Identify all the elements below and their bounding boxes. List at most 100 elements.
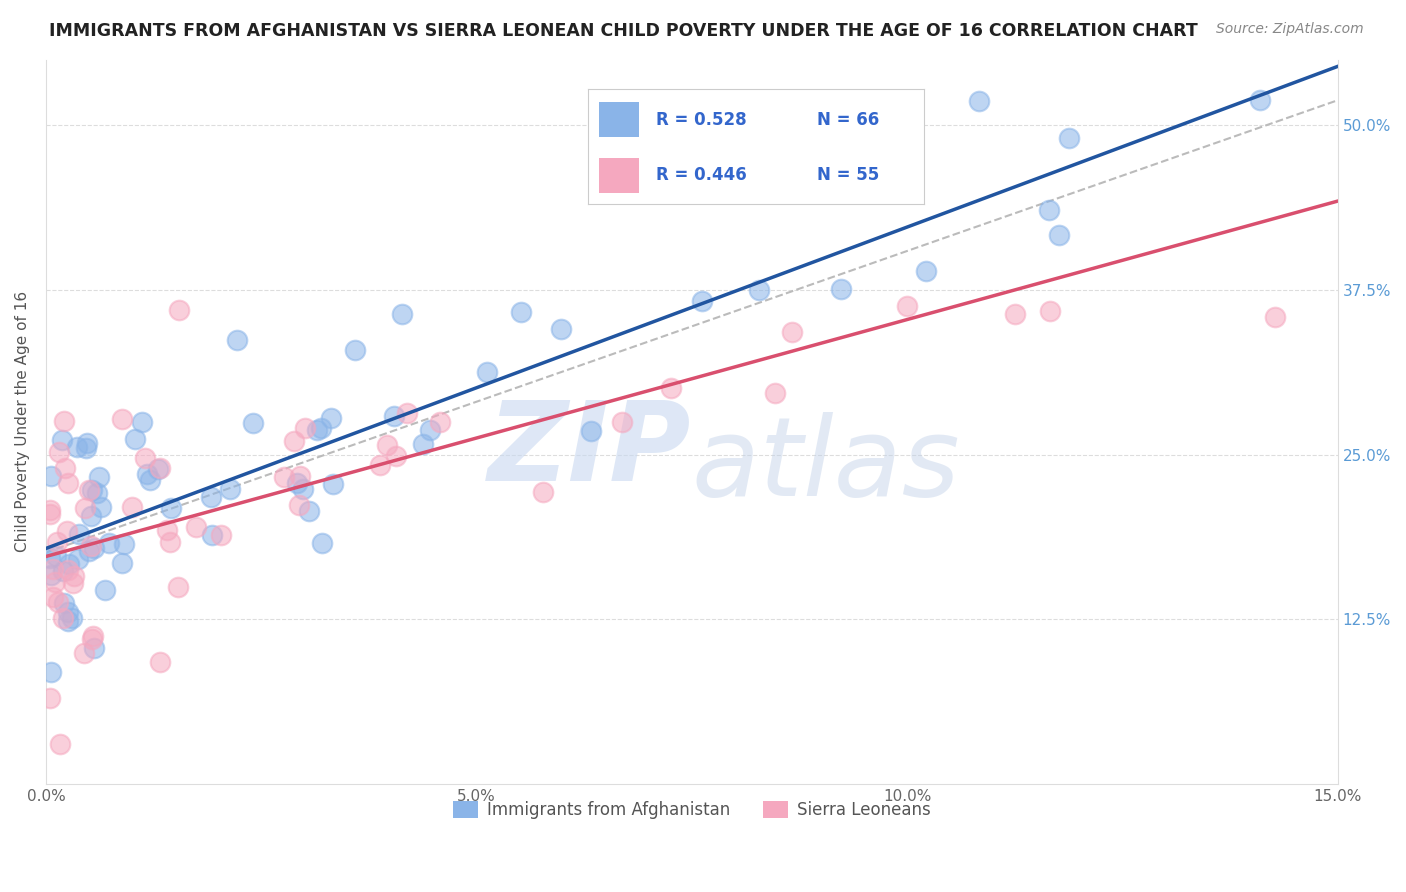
Point <box>73 647 96 661</box>
Point <box>830 282 852 296</box>
Point <box>56 475 79 490</box>
Point <box>79 508 101 523</box>
Point <box>368 458 391 473</box>
Point <box>55 460 77 475</box>
Point <box>80 540 103 554</box>
Point <box>1038 202 1060 217</box>
Point <box>429 416 451 430</box>
Point <box>287 498 309 512</box>
Point <box>79 544 101 558</box>
Point <box>112 536 135 550</box>
Point <box>46 534 69 549</box>
Point <box>226 334 249 348</box>
Point <box>39 507 62 521</box>
Point <box>60 611 83 625</box>
Point <box>98 535 121 549</box>
Point <box>89 470 111 484</box>
Point <box>48 445 70 459</box>
Point <box>477 366 499 380</box>
Point <box>1004 307 1026 321</box>
Point <box>915 264 938 278</box>
Point <box>291 482 314 496</box>
Point <box>156 523 179 537</box>
Point <box>134 450 156 465</box>
Point <box>56 614 79 628</box>
Point <box>90 500 112 514</box>
Point <box>780 325 803 339</box>
Point <box>509 305 531 319</box>
Point <box>58 557 80 571</box>
Point <box>45 549 67 563</box>
Point <box>321 411 343 425</box>
Point <box>39 690 62 705</box>
Text: IMMIGRANTS FROM AFGHANISTAN VS SIERRA LEONEAN CHILD POVERTY UNDER THE AGE OF 16 : IMMIGRANTS FROM AFGHANISTAN VS SIERRA LE… <box>49 22 1198 40</box>
Point <box>382 409 405 423</box>
Point <box>307 423 329 437</box>
Point <box>62 576 84 591</box>
Point <box>395 406 418 420</box>
Point <box>82 632 104 647</box>
Point <box>384 449 406 463</box>
Point <box>83 541 105 555</box>
Point <box>419 424 441 438</box>
Point <box>73 500 96 515</box>
Legend: Immigrants from Afghanistan, Sierra Leoneans: Immigrants from Afghanistan, Sierra Leon… <box>447 795 936 826</box>
Point <box>531 484 554 499</box>
Point <box>1249 93 1271 107</box>
Point <box>344 343 367 357</box>
Point <box>853 163 876 178</box>
Point <box>86 486 108 500</box>
Point <box>93 583 115 598</box>
Point <box>76 436 98 450</box>
Point <box>51 433 73 447</box>
Point <box>763 386 786 401</box>
Point <box>167 580 190 594</box>
Point <box>42 590 65 604</box>
Point <box>39 550 62 565</box>
Point <box>200 528 222 542</box>
Point <box>75 441 97 455</box>
Point <box>149 461 172 475</box>
Point <box>63 569 86 583</box>
Point <box>322 476 344 491</box>
Point <box>659 381 682 395</box>
Point <box>131 415 153 429</box>
Point <box>111 412 134 426</box>
Point <box>219 482 242 496</box>
Point <box>39 503 62 517</box>
Point <box>579 424 602 438</box>
Point <box>49 737 72 751</box>
Point <box>1047 227 1070 242</box>
Point <box>83 641 105 656</box>
Point <box>135 467 157 481</box>
Point <box>149 655 172 669</box>
Point <box>58 605 80 619</box>
Point <box>159 535 181 549</box>
Point <box>311 536 333 550</box>
Point <box>67 527 90 541</box>
Point <box>82 483 104 497</box>
Point <box>124 432 146 446</box>
Point <box>39 469 62 483</box>
Point <box>160 501 183 516</box>
Point <box>82 629 104 643</box>
Point <box>285 475 308 490</box>
Point <box>56 563 79 577</box>
Point <box>56 524 79 538</box>
Point <box>391 307 413 321</box>
Point <box>53 414 76 428</box>
Point <box>53 596 76 610</box>
Point <box>748 283 770 297</box>
Point <box>412 437 434 451</box>
Point <box>200 491 222 505</box>
Point <box>66 440 89 454</box>
Y-axis label: Child Poverty Under the Age of 16: Child Poverty Under the Age of 16 <box>15 291 30 552</box>
Point <box>690 294 713 309</box>
Point <box>121 500 143 514</box>
Point <box>967 94 990 108</box>
Point <box>41 665 63 679</box>
Point <box>67 552 90 566</box>
Point <box>294 421 316 435</box>
Point <box>42 562 65 576</box>
Point <box>1264 310 1286 324</box>
